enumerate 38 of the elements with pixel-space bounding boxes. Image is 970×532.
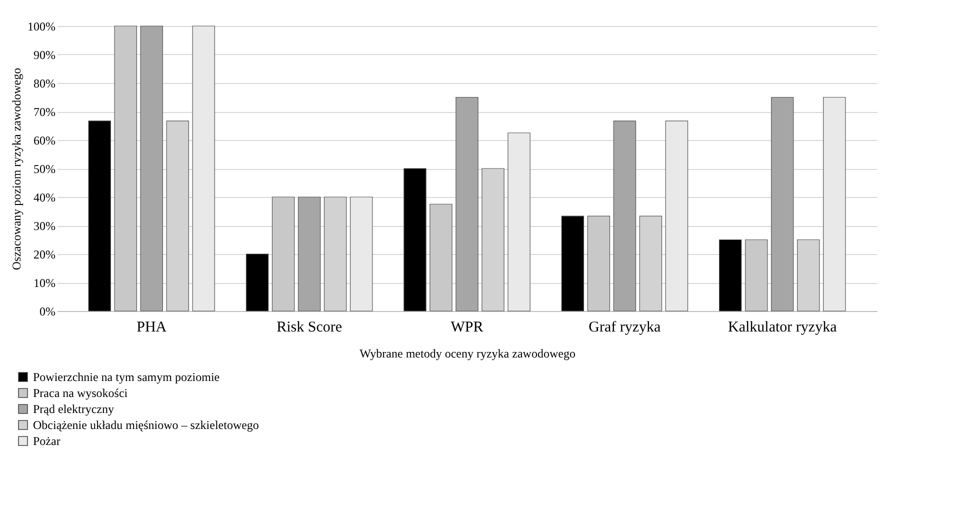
x-tick-label: Kalkulator ryzyka <box>728 320 838 336</box>
legend-label: Powierzchnie na tym samym poziomie <box>33 370 220 384</box>
x-axis-title: Wybrane metody oceny ryzyka zawodowego <box>360 346 576 360</box>
x-tick-label: Graf ryzyka <box>588 320 662 336</box>
bar <box>665 120 688 312</box>
legend-label: Obciążenie układu mięśniowo – szkieletowego <box>33 418 259 432</box>
y-tick-label: 20% <box>34 248 56 262</box>
y-tick-label: 0% <box>40 304 56 318</box>
legend-label: Praca na wysokości <box>33 386 128 400</box>
bar <box>508 132 530 312</box>
y-tick-label: 80% <box>34 76 56 90</box>
bar <box>823 96 846 312</box>
y-tick-label: 60% <box>34 134 56 148</box>
y-tick-label: 50% <box>34 162 56 176</box>
y-axis-title: Oszacowany poziom ryzyka zawodowego <box>10 68 24 270</box>
x-tick-label: WPR <box>450 320 484 336</box>
bar <box>719 239 742 312</box>
bar <box>561 216 584 312</box>
y-tick-label: 70% <box>34 105 56 119</box>
legend-label: Pożar <box>33 434 60 448</box>
x-tick-label: PHA <box>136 320 167 336</box>
y-tick-label: 90% <box>34 48 56 62</box>
bar <box>350 196 373 312</box>
bar <box>88 120 111 312</box>
bar <box>613 120 636 312</box>
bar <box>140 26 163 312</box>
y-tick-label: 40% <box>34 190 56 204</box>
y-tick-label: 100% <box>28 20 56 34</box>
x-tick-label: Risk Score <box>276 320 342 336</box>
legend-label: Prąd elektryczny <box>33 402 114 416</box>
bar <box>192 26 215 312</box>
bar <box>456 96 478 312</box>
bar <box>246 254 269 312</box>
bar <box>298 196 321 312</box>
y-tick-label: 30% <box>34 219 56 233</box>
bar <box>404 168 426 312</box>
y-tick-label: 10% <box>34 276 56 290</box>
bar <box>771 96 794 312</box>
